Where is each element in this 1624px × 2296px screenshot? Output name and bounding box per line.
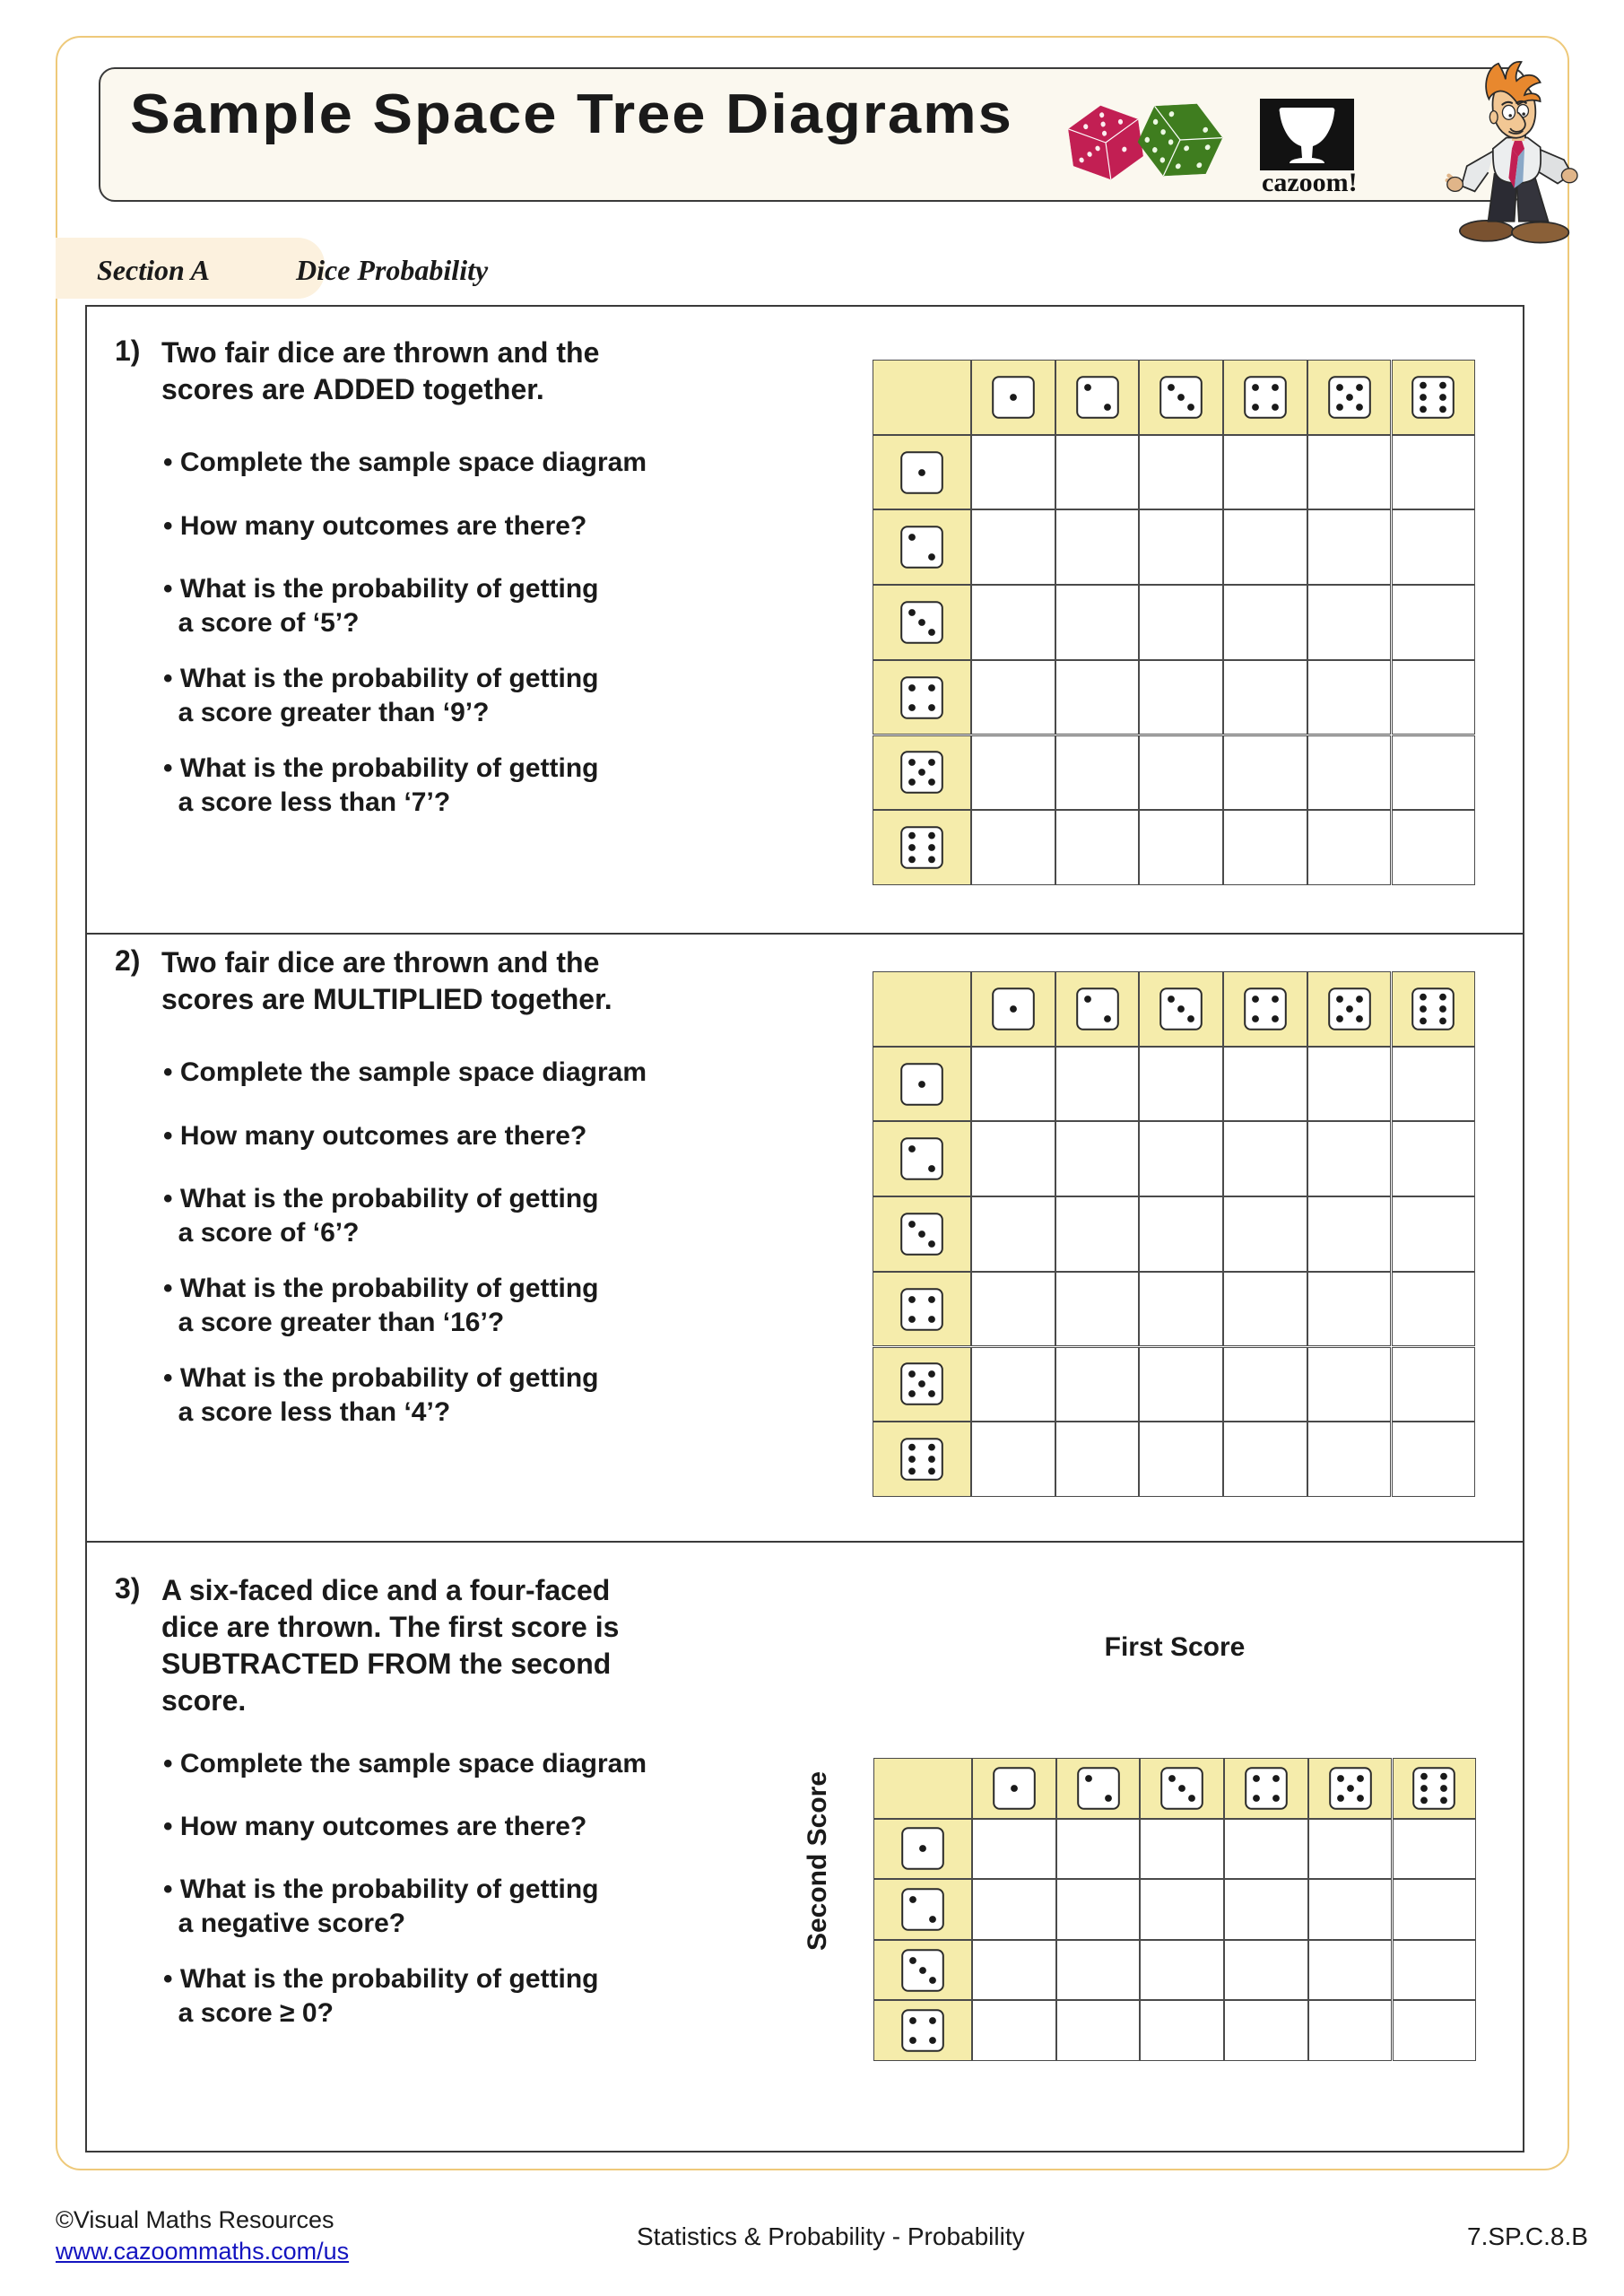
svg-text:cazoom!: cazoom! bbox=[1262, 168, 1358, 197]
